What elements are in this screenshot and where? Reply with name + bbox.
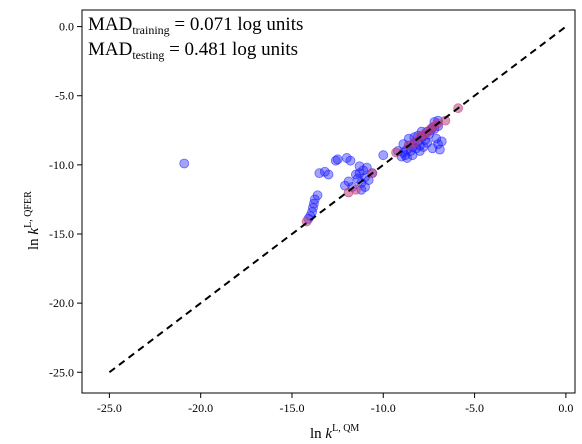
- points-layer: [179, 103, 464, 227]
- data-point: [179, 158, 190, 169]
- y-axis-ticks: 0.0 -5.0 -10.0 -15.0 -20.0 -25.0: [49, 20, 82, 379]
- y-axis-label: ln kL, QFER: [23, 191, 42, 250]
- data-point: [402, 153, 412, 163]
- data-point: [407, 150, 418, 161]
- y-tick-label: 0.0: [59, 20, 74, 34]
- data-point: [323, 169, 334, 180]
- x-tick-label: 0.0: [558, 401, 573, 415]
- x-tick-label: -5.0: [465, 401, 484, 415]
- y-tick-label: -10.0: [49, 158, 74, 172]
- data-point: [345, 155, 356, 166]
- y-tick-label: -5.0: [55, 89, 74, 103]
- data-point: [360, 182, 370, 192]
- x-axis-label: ln kL, QM: [310, 423, 359, 442]
- x-axis-ticks: -25.0 -20.0 -15.0 -10.0 -5.0 0.0: [97, 393, 573, 415]
- data-point: [312, 190, 323, 201]
- data-point: [350, 184, 361, 195]
- annotation-line-1: MADtraining = 0.071 log units: [88, 14, 303, 37]
- data-point: [431, 133, 442, 144]
- data-point: [440, 115, 451, 126]
- data-point: [436, 136, 447, 147]
- y-tick-label: -15.0: [49, 227, 74, 241]
- x-tick-label: -15.0: [279, 401, 304, 415]
- y-tick-label: -25.0: [49, 365, 74, 379]
- data-point: [434, 144, 445, 155]
- data-point: [343, 176, 354, 187]
- data-point: [378, 150, 389, 161]
- data-point: [332, 154, 343, 165]
- reference-line: [108, 25, 567, 374]
- x-tick-label: -10.0: [371, 401, 396, 415]
- plot-frame: [81, 9, 576, 394]
- x-tick-label: -25.0: [97, 401, 122, 415]
- annotation-line-2: MADtesting = 0.481 log units: [88, 39, 298, 62]
- x-tick-label: -20.0: [188, 401, 213, 415]
- data-point: [354, 161, 365, 172]
- data-point: [427, 143, 438, 154]
- y-tick-label: -20.0: [49, 296, 74, 310]
